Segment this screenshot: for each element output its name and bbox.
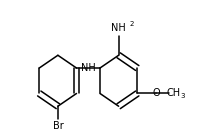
Text: CH: CH: [166, 89, 180, 99]
Text: 3: 3: [179, 93, 184, 99]
Text: NH: NH: [80, 63, 95, 73]
Text: O: O: [151, 89, 159, 99]
Text: Br: Br: [52, 121, 63, 131]
Text: 2: 2: [129, 21, 133, 27]
Text: NH: NH: [111, 23, 125, 33]
